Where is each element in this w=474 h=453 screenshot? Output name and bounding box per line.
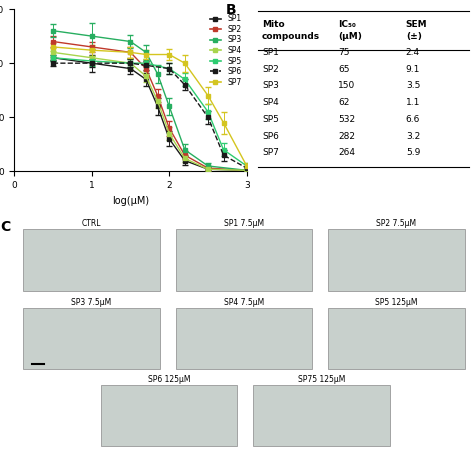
Text: 282: 282: [338, 132, 355, 140]
Text: Mito
compounds: Mito compounds: [262, 20, 320, 40]
Text: SP4 7.5μM: SP4 7.5μM: [224, 298, 264, 307]
Text: SP75 125μM: SP75 125μM: [298, 375, 345, 384]
FancyBboxPatch shape: [176, 229, 312, 290]
Text: 150: 150: [338, 82, 356, 91]
Text: SP2: SP2: [262, 65, 279, 74]
Text: 1.1: 1.1: [406, 98, 420, 107]
FancyBboxPatch shape: [328, 229, 465, 290]
Text: SP5: SP5: [262, 115, 279, 124]
Text: SP1: SP1: [262, 48, 279, 57]
Text: SP1 7.5μM: SP1 7.5μM: [224, 219, 264, 228]
Text: SP7: SP7: [262, 148, 279, 157]
Text: SP3: SP3: [262, 82, 279, 91]
FancyBboxPatch shape: [23, 308, 160, 370]
Text: 264: 264: [338, 148, 355, 157]
Text: B: B: [226, 3, 237, 17]
Text: IC₅₀
(μM): IC₅₀ (μM): [338, 20, 362, 40]
Text: 75: 75: [338, 48, 350, 57]
Text: 62: 62: [338, 98, 349, 107]
Text: SP3 7.5μM: SP3 7.5μM: [72, 298, 112, 307]
Text: SP6: SP6: [262, 132, 279, 140]
Text: C: C: [0, 221, 11, 234]
Text: SP5 125μM: SP5 125μM: [375, 298, 418, 307]
FancyBboxPatch shape: [100, 385, 237, 446]
Text: SEM
(±): SEM (±): [406, 20, 428, 40]
FancyBboxPatch shape: [328, 308, 465, 370]
Text: 3.2: 3.2: [406, 132, 420, 140]
Text: SP6 125μM: SP6 125μM: [148, 375, 190, 384]
FancyBboxPatch shape: [23, 229, 160, 290]
Text: CTRL: CTRL: [82, 219, 101, 228]
Text: 9.1: 9.1: [406, 65, 420, 74]
FancyBboxPatch shape: [253, 385, 390, 446]
Text: 6.6: 6.6: [406, 115, 420, 124]
X-axis label: log(μM): log(μM): [112, 196, 149, 206]
Text: 5.9: 5.9: [406, 148, 420, 157]
Text: 65: 65: [338, 65, 350, 74]
Legend: SP1, SP2, SP3, SP4, SP5, SP6, SP7: SP1, SP2, SP3, SP4, SP5, SP6, SP7: [208, 13, 243, 88]
FancyBboxPatch shape: [176, 308, 312, 370]
Text: 532: 532: [338, 115, 356, 124]
Text: 3.5: 3.5: [406, 82, 420, 91]
Text: SP4: SP4: [262, 98, 279, 107]
Text: 2.4: 2.4: [406, 48, 420, 57]
Text: SP2 7.5μM: SP2 7.5μM: [376, 219, 417, 228]
